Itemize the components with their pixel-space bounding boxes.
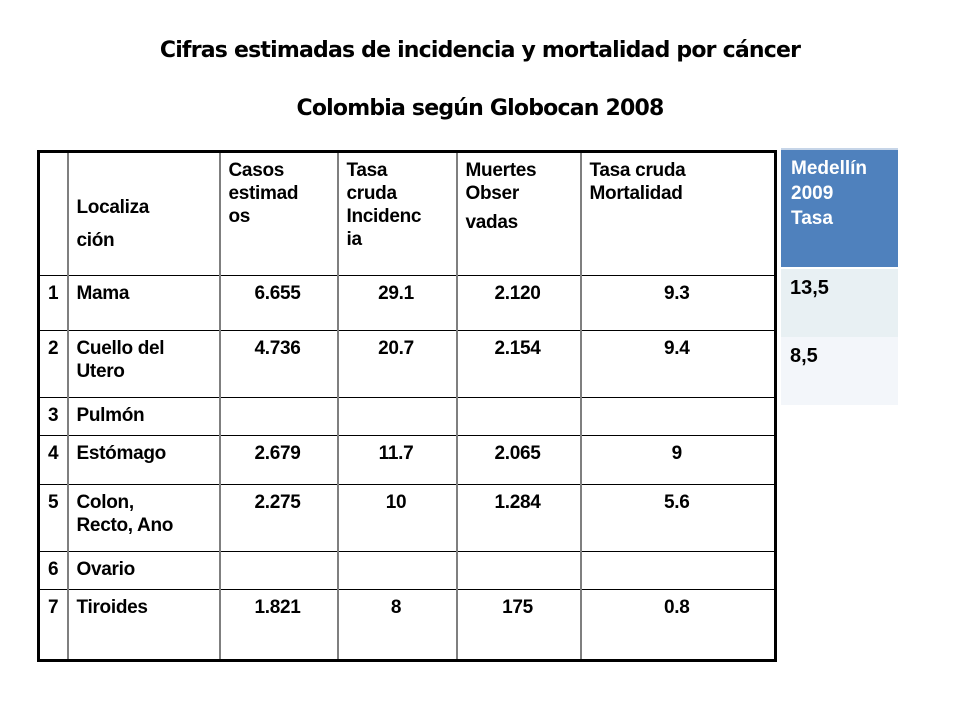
row-casos: 4.736 xyxy=(218,330,339,398)
row-casos: 2.679 xyxy=(218,435,339,485)
cell-text: Ovario xyxy=(76,559,136,580)
row-tasa-mortalidad xyxy=(579,551,777,590)
cell-text: Pulmón xyxy=(76,405,145,426)
row-tasa-incidencia: 11.7 xyxy=(336,435,458,485)
row-muertes xyxy=(455,397,582,436)
row-tasa-mortalidad: 9 xyxy=(579,435,777,485)
row-localizacion: Mama xyxy=(66,275,221,331)
medellin-value-cuello-utero: 8,5 xyxy=(781,337,898,405)
header-text: vadas xyxy=(465,212,519,233)
header-text: Casos xyxy=(228,160,285,181)
row-tasa-incidencia: 8 xyxy=(336,589,458,661)
table-row: 7 Tiroides 1.821 8 175 0.8 xyxy=(37,589,777,661)
header-text: Tasa cruda xyxy=(589,160,686,181)
header-muertes: Muertes Obser vadas xyxy=(455,151,582,276)
row-tasa-incidencia xyxy=(336,397,458,436)
table-row: 6 Ovario xyxy=(37,551,777,590)
row-tasa-incidencia: 20.7 xyxy=(336,330,458,398)
header-tasa-mortalidad: Tasa cruda Mortalidad xyxy=(579,151,777,276)
header-text: cruda xyxy=(346,183,398,204)
row-muertes: 2.065 xyxy=(455,435,582,485)
medellin-header: Medellín 2009 Tasa xyxy=(781,148,898,267)
row-index: 4 xyxy=(37,435,69,485)
cell-text: Estómago xyxy=(76,443,167,464)
row-localizacion: Pulmón xyxy=(66,397,221,436)
medellin-header-line: Tasa xyxy=(791,208,833,229)
header-text: Muertes xyxy=(465,160,537,181)
cell-text: Mama xyxy=(76,283,130,304)
table-row: 2 Cuello del Utero 4.736 20.7 2.154 9.4 xyxy=(37,330,777,398)
row-tasa-mortalidad: 9.3 xyxy=(579,275,777,331)
row-index: 7 xyxy=(37,589,69,661)
row-tasa-mortalidad: 9.4 xyxy=(579,330,777,398)
row-localizacion: Ovario xyxy=(66,551,221,590)
row-tasa-mortalidad: 0.8 xyxy=(579,589,777,661)
row-index: 5 xyxy=(37,484,69,552)
row-muertes: 2.120 xyxy=(455,275,582,331)
header-text: ción xyxy=(76,230,115,251)
table-row: 3 Pulmón xyxy=(37,397,777,436)
row-index: 6 xyxy=(37,551,69,590)
cancer-statistics-table: Localiza ción Casos estimad os Tasa crud… xyxy=(37,150,777,662)
cell-text: Utero xyxy=(76,361,125,382)
header-localizacion: Localiza ción xyxy=(66,151,221,276)
header-text: estimad xyxy=(228,183,299,204)
header-text: ia xyxy=(346,229,363,250)
slide-subtitle: Colombia según Globocan 2008 xyxy=(296,96,665,121)
row-casos xyxy=(218,551,339,590)
row-localizacion: Colon, Recto, Ano xyxy=(66,484,221,552)
row-tasa-incidencia: 29.1 xyxy=(336,275,458,331)
header-text: Localiza xyxy=(76,197,150,218)
row-casos xyxy=(218,397,339,436)
row-index: 3 xyxy=(37,397,69,436)
header-casos: Casos estimad os xyxy=(218,151,339,276)
header-text: Tasa xyxy=(346,160,388,181)
medellin-side-panel: Medellín 2009 Tasa 13,5 8,5 xyxy=(781,148,898,405)
medellin-header-line: 2009 xyxy=(791,183,834,204)
table-header-row: Localiza ción Casos estimad os Tasa crud… xyxy=(37,151,777,276)
row-index: 2 xyxy=(37,330,69,398)
row-casos: 1.821 xyxy=(218,589,339,661)
header-text: os xyxy=(228,206,251,227)
cell-text: Tiroides xyxy=(76,597,148,618)
row-muertes xyxy=(455,551,582,590)
row-casos: 6.655 xyxy=(218,275,339,331)
row-tasa-incidencia xyxy=(336,551,458,590)
medellin-value-mama: 13,5 xyxy=(781,269,898,337)
slide-title: Cifras estimadas de incidencia y mortali… xyxy=(159,38,801,63)
header-text: Obser xyxy=(465,183,520,204)
table-row: 1 Mama 6.655 29.1 2.120 9.3 xyxy=(37,275,777,331)
header-index xyxy=(37,151,69,276)
row-casos: 2.275 xyxy=(218,484,339,552)
header-text: Incidenc xyxy=(346,206,422,227)
row-tasa-mortalidad: 5.6 xyxy=(579,484,777,552)
row-muertes: 175 xyxy=(455,589,582,661)
row-index: 1 xyxy=(37,275,69,331)
row-localizacion: Tiroides xyxy=(66,589,221,661)
header-text: Mortalidad xyxy=(589,183,683,204)
row-tasa-mortalidad xyxy=(579,397,777,436)
row-muertes: 1.284 xyxy=(455,484,582,552)
row-localizacion: Estómago xyxy=(66,435,221,485)
row-muertes: 2.154 xyxy=(455,330,582,398)
table-row: 5 Colon, Recto, Ano 2.275 10 1.284 5.6 xyxy=(37,484,777,552)
medellin-header-line: Medellín xyxy=(791,158,868,179)
table-row: 4 Estómago 2.679 11.7 2.065 9 xyxy=(37,435,777,485)
header-tasa-incidencia: Tasa cruda Incidenc ia xyxy=(336,151,458,276)
cell-text: Cuello del xyxy=(76,338,165,359)
row-localizacion: Cuello del Utero xyxy=(66,330,221,398)
cell-text: Colon, xyxy=(76,492,135,513)
cell-text: Recto, Ano xyxy=(76,515,174,536)
row-tasa-incidencia: 10 xyxy=(336,484,458,552)
